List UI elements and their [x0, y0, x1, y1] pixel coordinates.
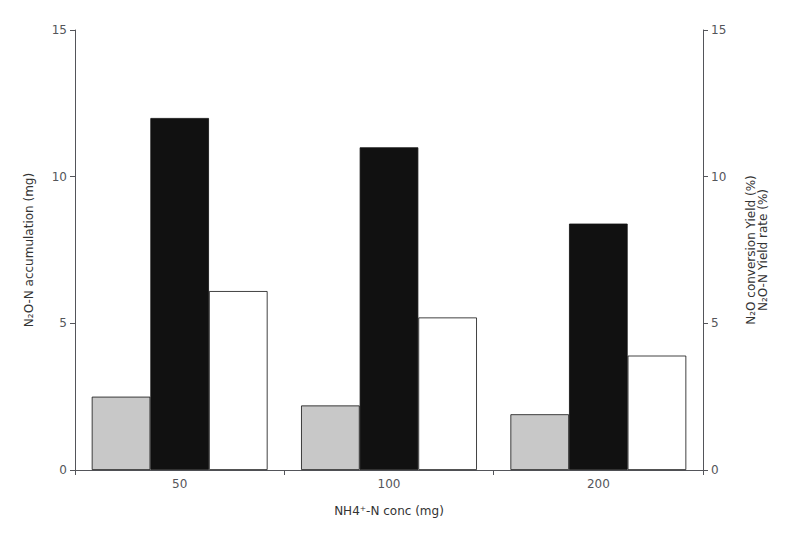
svg-text:5: 5 [59, 316, 67, 330]
svg-text:N₂O-N accumulation (mg): N₂O-N accumulation (mg) [22, 173, 36, 327]
svg-text:NH4⁺-N conc (mg): NH4⁺-N conc (mg) [334, 504, 444, 518]
svg-text:5: 5 [711, 316, 719, 330]
svg-text:15: 15 [52, 23, 67, 37]
svg-text:N₂O conversion Yield (%): N₂O conversion Yield (%) [744, 175, 758, 325]
svg-text:10: 10 [52, 170, 67, 184]
svg-text:10: 10 [711, 170, 726, 184]
svg-text:0: 0 [59, 463, 67, 477]
svg-text:100: 100 [378, 477, 401, 491]
svg-text:200: 200 [587, 477, 610, 491]
svg-text:N₂O-N Yield rate (%): N₂O-N Yield rate (%) [756, 189, 770, 311]
svg-text:15: 15 [711, 23, 726, 37]
svg-text:50: 50 [172, 477, 187, 491]
svg-text:0: 0 [711, 463, 719, 477]
